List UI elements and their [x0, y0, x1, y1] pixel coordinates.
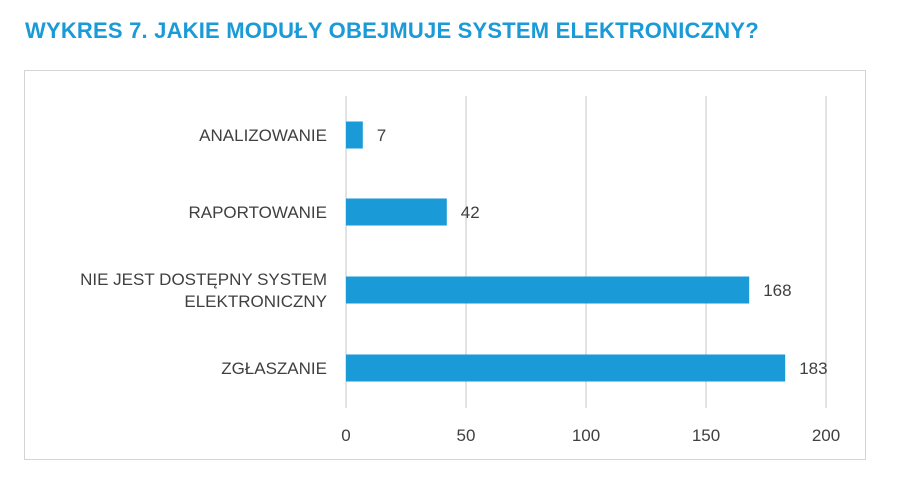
tick-labels: 0 50 100 150 200 — [341, 426, 840, 445]
bar-1 — [346, 198, 447, 226]
data-label-3: 183 — [799, 359, 827, 378]
bar-2 — [346, 276, 750, 304]
category-label-1: RAPORTOWANIE — [188, 203, 327, 222]
category-label-3-line-0: ZGŁASZANIE — [221, 359, 327, 378]
category-label-2-line-0: NIE JEST DOSTĘPNY SYSTEM — [80, 270, 327, 289]
data-labels: 7 42 168 183 — [377, 126, 828, 378]
bar-0 — [346, 121, 363, 149]
category-label-3: ZGŁASZANIE — [221, 359, 327, 378]
category-label-0: ANALIZOWANIE — [199, 126, 327, 145]
category-label-2: NIE JEST DOSTĘPNY SYSTEM ELEKTRONICZNY — [80, 270, 327, 311]
tick-label-50: 50 — [457, 426, 476, 445]
chart-frame — [24, 70, 866, 460]
tick-label-0: 0 — [341, 426, 350, 445]
tick-label-100: 100 — [572, 426, 600, 445]
category-label-0-line-0: ANALIZOWANIE — [199, 126, 327, 145]
category-label-2-line-1: ELEKTRONICZNY — [184, 292, 327, 311]
bar-3 — [346, 354, 786, 382]
tick-label-200: 200 — [812, 426, 840, 445]
category-label-1-line-0: RAPORTOWANIE — [188, 203, 327, 222]
chart-title: WYKRES 7. JAKIE MODUŁY OBEJMUJE SYSTEM E… — [25, 18, 759, 43]
data-label-2: 168 — [763, 281, 791, 300]
bars — [346, 121, 786, 382]
data-label-0: 7 — [377, 126, 386, 145]
tick-label-150: 150 — [692, 426, 720, 445]
data-label-1: 42 — [461, 203, 480, 222]
category-labels: ANALIZOWANIE RAPORTOWANIE NIE JEST DOSTĘPN… — [80, 126, 327, 378]
